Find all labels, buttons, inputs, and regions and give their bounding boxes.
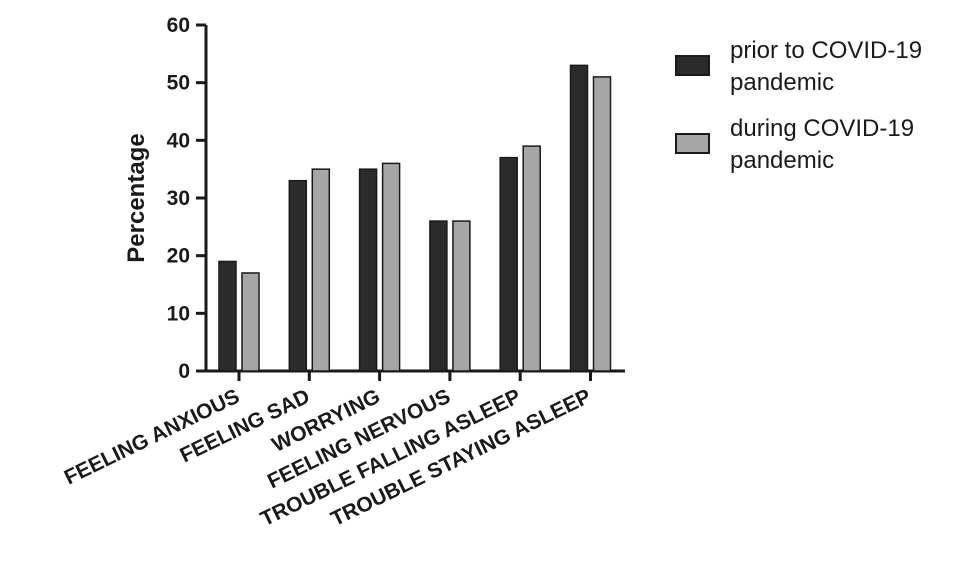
legend-swatch	[675, 55, 710, 76]
legend-label: prior to COVID-19	[730, 37, 922, 64]
bar-prior	[569, 64, 589, 372]
bar-during	[592, 76, 612, 372]
legend-label: pandemic	[730, 69, 834, 96]
y-tick-label: 60	[167, 14, 190, 37]
legend-swatch	[675, 133, 710, 154]
bar-prior	[358, 168, 378, 372]
y-axis: 0 10 20 30 40 50 60	[167, 14, 208, 383]
y-tick-label: 10	[167, 302, 190, 325]
bar-during	[311, 168, 331, 372]
bar-during	[381, 162, 401, 372]
y-tick-label: 40	[167, 129, 190, 152]
legend-item: prior to COVID-19 pandemic	[675, 37, 922, 96]
y-tick-label: 30	[167, 187, 190, 210]
bar-prior	[499, 156, 518, 372]
y-tick-label: 0	[178, 360, 190, 383]
bar-during	[452, 220, 471, 372]
legend-item: during COVID-19 pandemic	[675, 115, 914, 174]
bar-prior	[429, 220, 448, 372]
y-tick-label: 50	[167, 72, 190, 95]
bars	[218, 64, 612, 372]
y-axis-title: Percentage	[123, 133, 150, 262]
legend-label: during COVID-19	[730, 115, 914, 142]
bar-during	[241, 272, 260, 372]
x-axis	[204, 369, 625, 381]
bar-prior	[288, 179, 308, 372]
bar-during	[522, 145, 541, 372]
bar-prior	[218, 260, 237, 372]
legend-label: pandemic	[730, 147, 834, 174]
y-tick-label: 20	[167, 245, 190, 268]
